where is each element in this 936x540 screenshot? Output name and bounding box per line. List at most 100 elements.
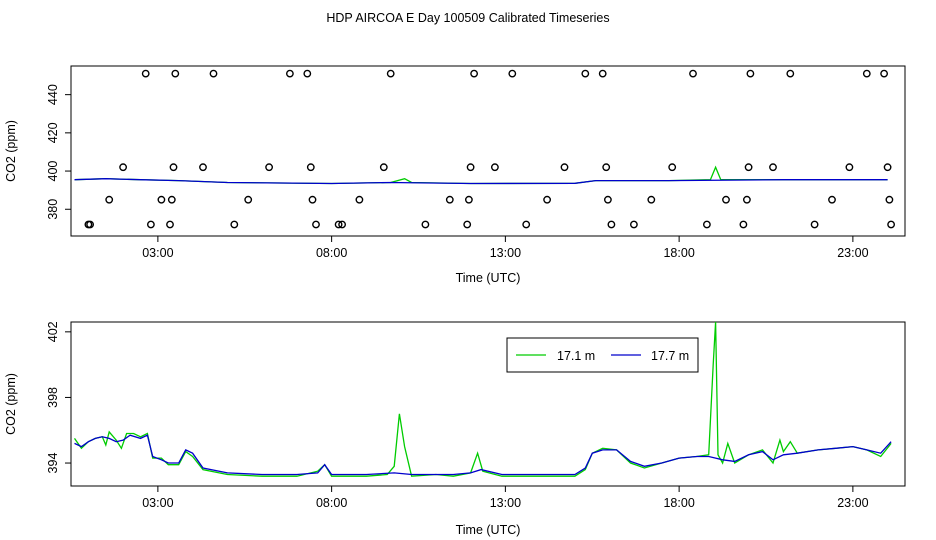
data-point: [668, 163, 677, 172]
bottom-x-axis-label: Time (UTC): [456, 523, 521, 537]
y-tick-label: 398: [46, 387, 60, 408]
data-point: [828, 195, 836, 204]
data-point: [244, 195, 253, 204]
top-y-axis-label: CO2 (ppm): [4, 120, 18, 182]
data-point: [171, 69, 180, 78]
legend-label-17-7m: 17.7 m: [651, 349, 689, 363]
data-point: [306, 163, 315, 172]
data-point: [598, 69, 607, 78]
x-tick-label: 08:00: [316, 496, 347, 510]
data-point: [508, 69, 517, 78]
data-point: [630, 220, 638, 229]
data-point: [86, 220, 95, 229]
data-point: [355, 195, 364, 204]
data-point: [386, 69, 395, 78]
data-point: [338, 220, 346, 229]
data-point: [285, 69, 294, 78]
x-tick-label: 13:00: [490, 496, 521, 510]
data-point: [885, 195, 894, 204]
data-point: [607, 220, 616, 229]
data-point: [722, 195, 730, 204]
data-point: [421, 220, 430, 229]
y-tick-label: 402: [46, 321, 60, 342]
data-point: [703, 220, 711, 229]
data-point: [786, 69, 795, 78]
data-point: [141, 69, 150, 78]
data-point: [379, 163, 388, 172]
data-point: [602, 163, 611, 172]
data-point: [119, 163, 128, 172]
data-point: [312, 220, 320, 229]
data-point: [167, 195, 176, 204]
data-point: [883, 163, 892, 172]
data-point: [744, 163, 753, 172]
x-tick-label: 08:00: [316, 246, 347, 260]
y-tick-label: 394: [46, 453, 60, 474]
top-series-lines: [74, 165, 888, 185]
data-point: [845, 163, 854, 172]
data-point: [810, 220, 819, 229]
data-point: [169, 163, 178, 172]
data-point: [146, 220, 155, 229]
data-point: [445, 195, 454, 204]
data-point: [464, 195, 473, 204]
bottom-y-axis-label: CO2 (ppm): [4, 373, 18, 435]
top-panel: 03:00 08:00 13:00 18:00 23:00 380 400 420 440 T…: [4, 65, 906, 285]
x-tick-label: 13:00: [490, 246, 521, 260]
data-point: [689, 69, 697, 78]
top-x-axis: 03:00 08:00 13:00 18:00 23:00: [142, 235, 869, 260]
y-tick-label: 400: [46, 161, 60, 182]
bottom-panel: 03:00 08:00 13:00 18:00 23:00 394 398 402 Time…: [4, 321, 906, 537]
x-tick-label: 23:00: [837, 246, 868, 260]
data-point: [880, 69, 888, 78]
data-point: [303, 69, 312, 78]
legend: 17.1 m 17.7 m: [506, 337, 699, 373]
x-tick-label: 23:00: [837, 496, 868, 510]
top-x-axis-label: Time (UTC): [456, 271, 521, 285]
data-point: [308, 195, 317, 204]
data-point: [157, 195, 166, 204]
data-point: [743, 195, 751, 204]
top-plot-frame: [70, 65, 906, 237]
series-line-0-1: [74, 178, 888, 185]
y-tick-label: 380: [46, 199, 60, 220]
data-point: [230, 220, 239, 229]
data-point: [739, 220, 748, 229]
x-tick-label: 18:00: [663, 246, 694, 260]
data-point: [209, 69, 218, 78]
series-line-17-7-m: [74, 434, 892, 476]
data-point: [560, 163, 569, 172]
data-point: [769, 163, 777, 172]
data-point: [543, 195, 551, 204]
data-point: [105, 195, 114, 204]
y-tick-label: 420: [46, 122, 60, 143]
data-point: [463, 220, 472, 229]
data-point: [887, 220, 895, 229]
chart-title: HDP AIRCOA E Day 100509 Calibrated Times…: [326, 11, 609, 25]
data-point: [746, 69, 755, 78]
data-point: [490, 163, 499, 172]
data-point: [647, 195, 656, 204]
data-point: [522, 220, 531, 229]
x-tick-label: 03:00: [142, 496, 173, 510]
data-point: [581, 69, 590, 78]
bottom-series-lines: [73, 321, 892, 477]
data-point: [466, 163, 475, 172]
x-tick-label: 03:00: [142, 246, 173, 260]
data-point: [334, 220, 343, 229]
y-tick-label: 440: [46, 84, 60, 105]
bottom-y-axis: 394 398 402: [46, 321, 72, 474]
top-y-axis: 380 400 420 440: [46, 84, 72, 220]
data-point: [166, 220, 174, 229]
data-point: [862, 69, 871, 78]
legend-label-17-1m: 17.1 m: [557, 349, 595, 363]
data-point: [470, 69, 478, 78]
data-point: [265, 163, 273, 172]
data-point: [199, 163, 207, 172]
bottom-x-axis: 03:00 08:00 13:00 18:00 23:00: [142, 485, 869, 510]
x-tick-label: 18:00: [663, 496, 694, 510]
data-point: [604, 195, 612, 204]
top-circle-markers: [84, 69, 895, 229]
series-line-17-1-m: [73, 321, 892, 477]
